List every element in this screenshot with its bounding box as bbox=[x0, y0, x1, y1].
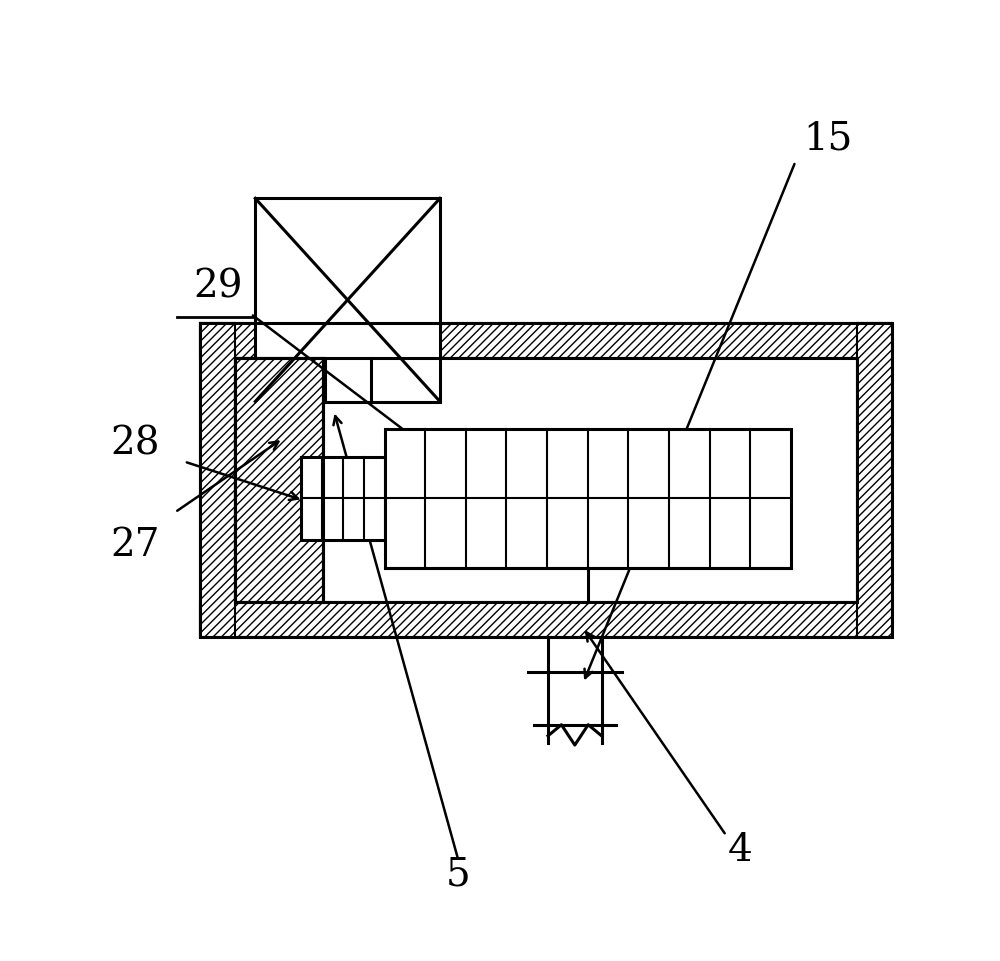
Bar bbox=[235, 358, 323, 603]
Text: 29: 29 bbox=[194, 268, 243, 306]
Bar bbox=[200, 324, 892, 358]
Bar bbox=[385, 430, 791, 568]
Text: 4: 4 bbox=[728, 831, 753, 868]
Bar bbox=[301, 457, 385, 540]
Bar bbox=[255, 199, 440, 402]
Text: 28: 28 bbox=[110, 425, 160, 462]
Text: 5: 5 bbox=[446, 856, 471, 893]
Text: 15: 15 bbox=[803, 121, 853, 158]
Bar bbox=[200, 324, 235, 637]
Bar bbox=[235, 358, 857, 603]
Bar bbox=[200, 324, 892, 637]
Bar bbox=[235, 358, 323, 603]
Text: 27: 27 bbox=[110, 527, 160, 563]
Bar bbox=[857, 324, 892, 637]
Bar bbox=[200, 603, 892, 637]
